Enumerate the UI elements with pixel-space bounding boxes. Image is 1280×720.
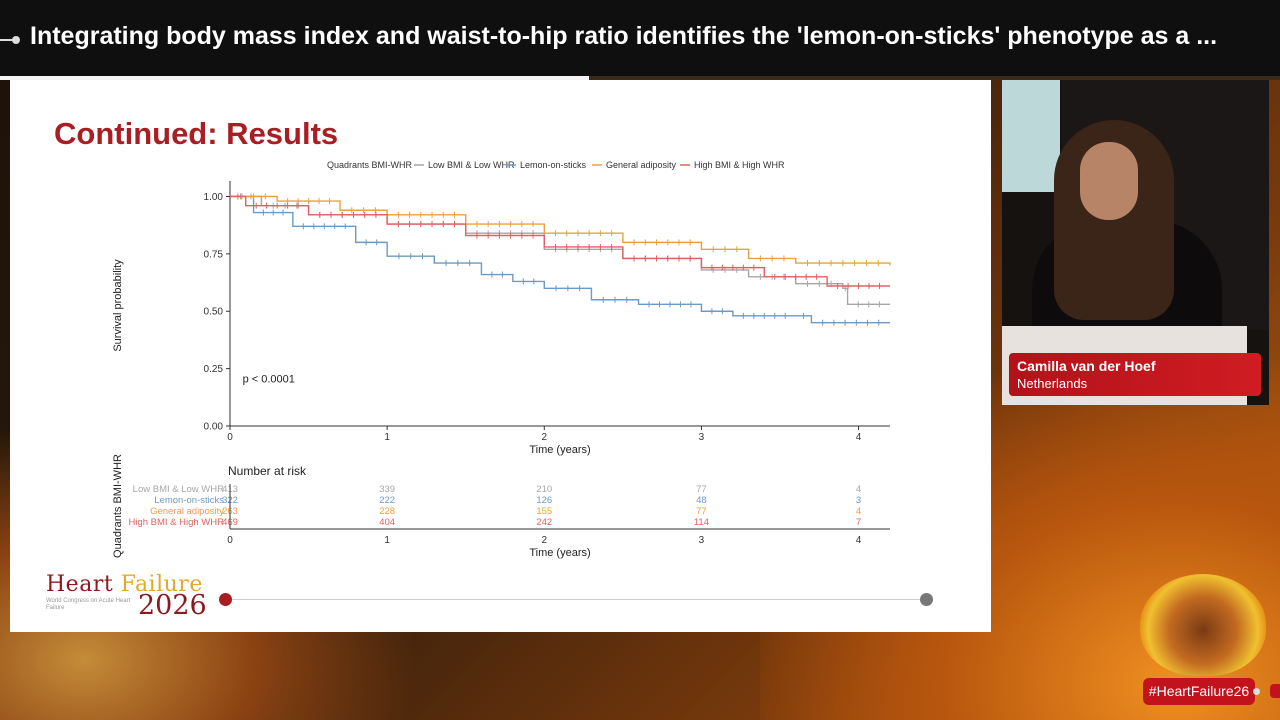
video-title: Integrating body mass index and waist-to… — [30, 22, 1218, 50]
slide-footer-line — [230, 599, 927, 600]
risk-value-1-2: 126 — [536, 495, 552, 506]
risk-value-2-1: 228 — [379, 506, 395, 517]
chart-legend: Quadrants BMI-WHR Low BMI & Low WHR Lemon-… — [327, 160, 785, 170]
chart-axes: 0 1 2 3 4 0.00 0.25 0.50 0.75 1.00 Time (years) Sur… — [112, 181, 890, 456]
risk-value-3-2: 242 — [536, 517, 552, 528]
logo-year: 2026 — [138, 590, 207, 621]
risk-value-3-4: 7 — [856, 517, 861, 528]
risk-x-tick-1: 1 — [384, 535, 390, 546]
y-tick-label-1: 0.25 — [204, 364, 224, 375]
risk-table: Number at risk Low BMI & Low WHR 4 1 3 339 210… — [112, 454, 890, 559]
risk-value-0-2: 210 — [536, 484, 552, 495]
heart-failure-emblem — [1140, 574, 1266, 676]
risk-value-1-3: 48 — [696, 495, 707, 506]
background-screen — [1002, 80, 1060, 192]
logo-wordmark: Heart Failure — [46, 572, 203, 597]
legend-title: Quadrants BMI-WHR — [327, 160, 413, 170]
hashtag-badge: #HeartFailure26 — [1143, 678, 1255, 705]
legend-entry-3: High BMI & High WHR — [694, 160, 785, 170]
legend-entry-2: General adiposity — [606, 160, 677, 170]
y-tick-label-3: 0.75 — [204, 249, 224, 260]
footer-dot-grey — [920, 593, 933, 606]
risk-value-2-2: 155 — [536, 506, 552, 517]
x-tick-label-4: 4 — [856, 432, 862, 443]
risk-y-label: Quadrants BMI-WHR — [112, 454, 124, 558]
progress-bar[interactable] — [0, 76, 1280, 80]
hashtag-dot — [1253, 688, 1260, 695]
risk-value-3-3: 114 — [694, 517, 709, 528]
risk-row-label-1: Lemon-on-sticks — [154, 495, 224, 506]
x-tick-label-2: 2 — [542, 432, 548, 443]
risk-row-label-2: General adiposity — [150, 506, 224, 517]
risk-table-title: Number at risk — [228, 464, 307, 478]
speaker-name: Camilla van der Hoef — [1017, 358, 1156, 374]
survival-chart: Quadrants BMI-WHR Low BMI & Low WHR Lemon-… — [112, 160, 891, 559]
risk-value-3-1: 404 — [379, 517, 395, 528]
risk-row-label-3: High BMI & High WHR — [128, 517, 224, 528]
y-axis-label: Survival probability — [112, 259, 124, 352]
chart-curves — [230, 193, 891, 326]
risk-value-2-4: 4 — [856, 506, 861, 517]
legend-entry-0: Low BMI & Low WHR — [428, 160, 515, 170]
progress-fill — [0, 76, 589, 80]
x-tick-label-0: 0 — [227, 432, 233, 443]
logo-subtitle: World Congress on Acute Heart Failure — [46, 598, 131, 611]
risk-value-1-1: 222 — [379, 495, 395, 506]
risk-x-tick-3: 3 — [699, 535, 705, 546]
x-axis-label: Time (years) — [529, 444, 590, 456]
survival-curve-3 — [230, 195, 890, 287]
risk-x-tick-0: 0 — [227, 535, 233, 546]
x-tick-label-1: 1 — [384, 432, 390, 443]
risk-value-0-1: 339 — [379, 484, 395, 495]
y-tick-label-0: 0.00 — [204, 422, 224, 433]
presentation-slide: Continued: Results Quadrants BMI-WHR Low … — [10, 80, 991, 632]
y-tick-label-2: 0.50 — [204, 307, 224, 318]
risk-value-0-4: 4 — [856, 484, 861, 495]
legend-entry-1: Lemon-on-sticks — [520, 160, 587, 170]
slide-title: Continued: Results — [54, 116, 339, 151]
hashtag-tab — [1270, 684, 1280, 698]
risk-value-0-3: 77 — [696, 484, 707, 495]
speaker-face — [1080, 142, 1138, 220]
video-title-bar: Integrating body mass index and waist-to… — [0, 0, 1280, 76]
risk-value-2-3: 77 — [696, 506, 707, 517]
risk-x-tick-4: 4 — [856, 535, 862, 546]
risk-value-1-4: 3 — [856, 495, 861, 506]
risk-x-tick-2: 2 — [542, 535, 548, 546]
title-bullet — [12, 36, 20, 44]
speaker-lower-third: Camilla van der Hoef Netherlands — [1009, 353, 1261, 396]
congress-logo: Heart Failure World Congress on Acute He… — [46, 572, 207, 621]
p-value-annotation: p < 0.0001 — [243, 373, 295, 385]
x-tick-label-3: 3 — [699, 432, 705, 443]
footer-dot-red — [219, 593, 232, 606]
speaker-country: Netherlands — [1017, 376, 1088, 391]
title-line — [0, 39, 14, 41]
risk-row-label-0: Low BMI & Low WHR — [133, 484, 224, 495]
y-tick-label-4: 1.00 — [204, 192, 224, 203]
risk-x-label: Time (years) — [529, 547, 590, 559]
survival-curve-2 — [230, 195, 891, 266]
